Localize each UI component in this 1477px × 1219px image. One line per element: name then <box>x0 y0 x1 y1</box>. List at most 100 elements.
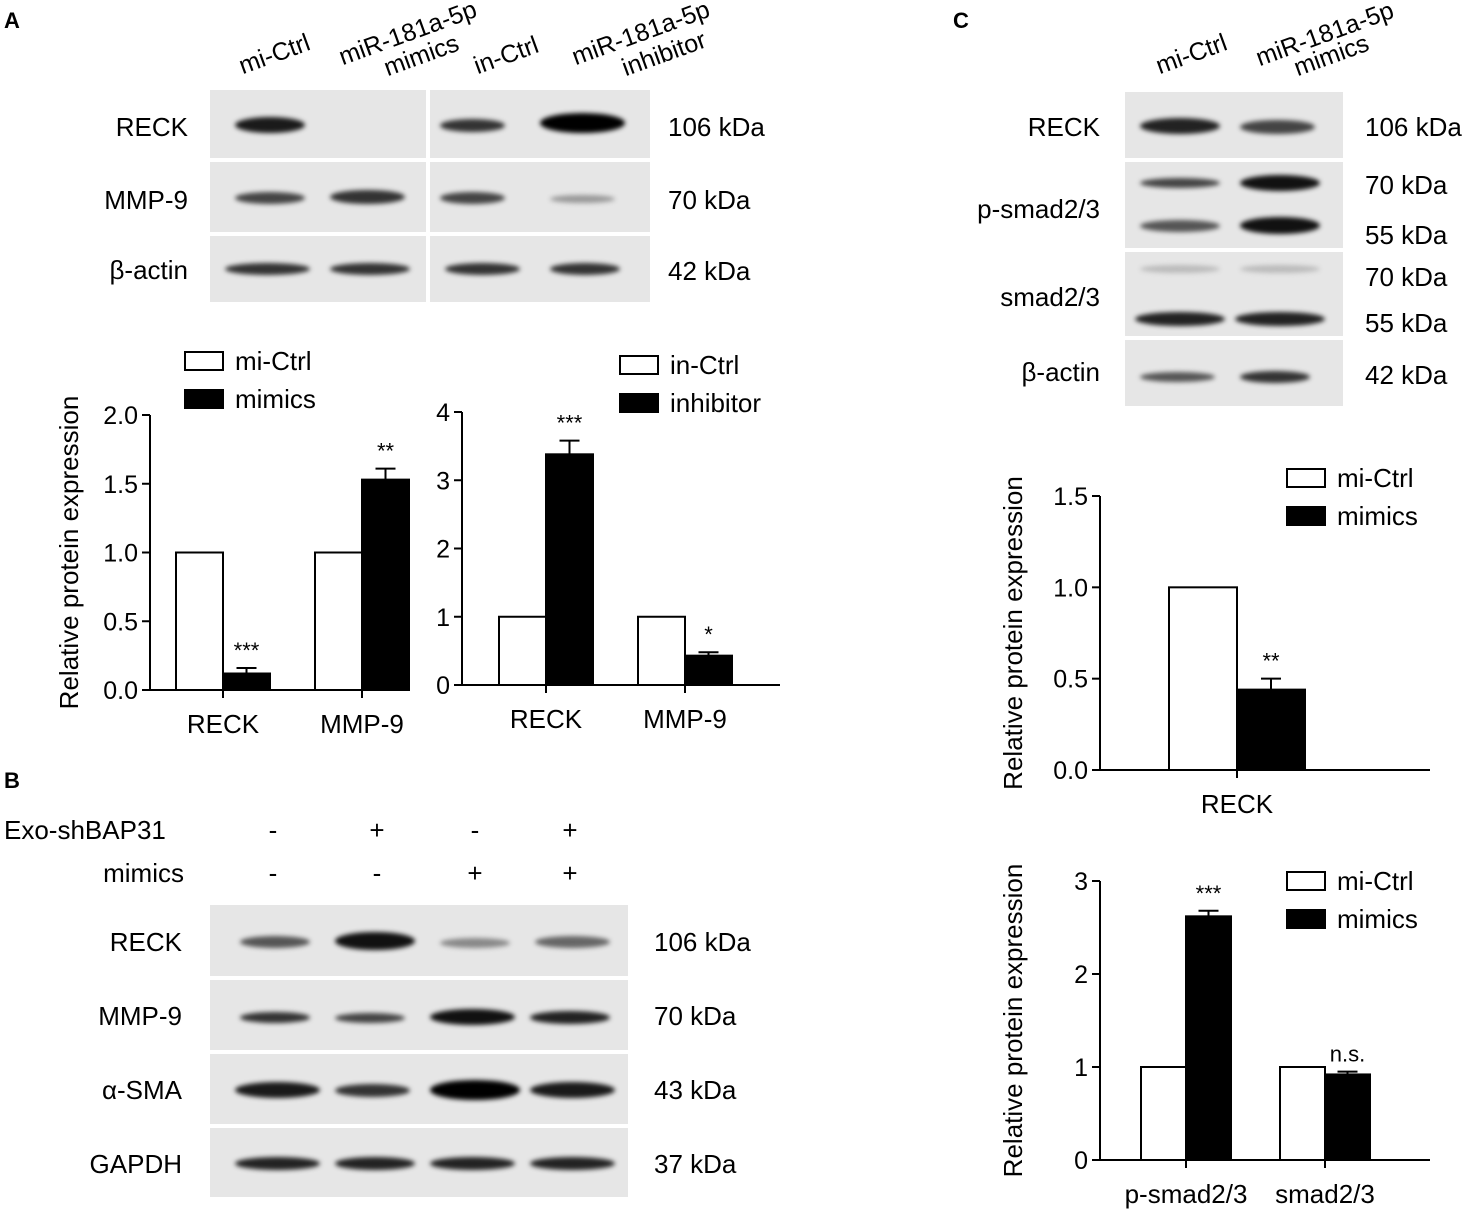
y-tick-label: 1.0 <box>103 540 138 568</box>
mw-label: 43 kDa <box>654 1075 737 1105</box>
band <box>1140 220 1220 232</box>
legend-label: mi-Ctrl <box>235 346 312 376</box>
legend-swatch <box>184 351 224 371</box>
band <box>1240 371 1310 383</box>
band <box>335 1013 405 1023</box>
legend-swatch <box>184 389 224 409</box>
panel-label-c: C <box>953 8 969 33</box>
x-tick-label: MMP-9 <box>643 704 727 734</box>
band <box>1240 120 1315 134</box>
y-axis-label: Relative protein expression <box>998 476 1028 790</box>
bar-chart-a-mimics: 0.0 0.5 1.0 1.5 2.0 Relative protein expressi… <box>54 346 410 739</box>
bar <box>222 672 271 691</box>
row-label-reck: RECK <box>109 927 182 957</box>
band <box>1240 217 1320 234</box>
band <box>1140 372 1215 382</box>
legend-label: mimics <box>235 384 316 414</box>
x-tick-label: RECK <box>187 709 260 739</box>
y-tick-label: 0.5 <box>103 608 138 636</box>
legend-label: mimics <box>1337 904 1418 934</box>
legend-label: inhibitor <box>670 388 761 418</box>
row-label-gapdh: GAPDH <box>89 1149 182 1179</box>
y-tick-label: 2.0 <box>103 402 138 430</box>
panel-label-b: B <box>4 768 20 793</box>
band <box>1235 312 1325 326</box>
y-tick-label: 0.5 <box>1053 666 1088 694</box>
condition-label-exo-shbap31: Exo-shBAP31 <box>4 815 166 845</box>
band <box>240 1012 310 1023</box>
bar <box>1324 1073 1371 1161</box>
mw-label: 106 kDa <box>654 927 751 957</box>
sign: + <box>562 815 578 845</box>
x-tick-label: RECK <box>510 704 583 734</box>
y-tick-label: 1 <box>436 604 450 632</box>
legend-label: mimics <box>1337 501 1418 531</box>
x-tick-label: smad2/3 <box>1275 1179 1375 1209</box>
mw-label: 70 kDa <box>1365 170 1448 200</box>
row-label-smad: smad2/3 <box>1000 282 1100 312</box>
significance-label: ** <box>377 439 395 464</box>
mw-label: 42 kDa <box>668 256 751 286</box>
bar <box>498 615 547 686</box>
bar <box>314 551 363 691</box>
mw-label: 70 kDa <box>654 1001 737 1031</box>
band <box>445 263 520 275</box>
legend-swatch <box>1286 909 1326 929</box>
band <box>235 1157 320 1170</box>
row-label-beta-actin: β-actin <box>109 255 188 285</box>
sign: + <box>369 815 385 845</box>
bar <box>1140 1066 1187 1161</box>
lane-label-mi-ctrl: mi-Ctrl <box>235 28 314 81</box>
bar <box>637 615 686 686</box>
row-label-alpha-sma: α-SMA <box>101 1075 182 1105</box>
legend-swatch <box>619 393 659 413</box>
band <box>430 1157 515 1170</box>
mw-label: 70 kDa <box>1365 262 1448 292</box>
significance-label: * <box>704 622 713 647</box>
y-tick-label: 1.5 <box>1053 483 1088 511</box>
significance-label: n.s. <box>1330 1042 1365 1067</box>
panel-label-a: A <box>4 8 20 33</box>
mw-label: 55 kDa <box>1365 308 1448 338</box>
band <box>550 195 615 203</box>
mw-label: 42 kDa <box>1365 360 1448 390</box>
band <box>1135 312 1225 326</box>
significance-label: *** <box>557 411 583 436</box>
row-label-p-smad: p-smad2/3 <box>977 194 1100 224</box>
band <box>235 117 305 133</box>
band <box>540 113 625 133</box>
mw-label: 37 kDa <box>654 1149 737 1179</box>
bar <box>1236 688 1306 772</box>
y-tick-label: 1.5 <box>103 471 138 499</box>
x-tick-label: p-smad2/3 <box>1125 1179 1248 1209</box>
sign: + <box>467 858 483 888</box>
band <box>1240 175 1320 191</box>
band <box>430 1080 520 1100</box>
y-tick-label: 3 <box>436 467 450 495</box>
band <box>550 263 620 275</box>
y-tick-label: 2 <box>436 536 450 564</box>
legend-swatch <box>1286 506 1326 526</box>
band <box>430 1009 515 1025</box>
legend-label: in-Ctrl <box>670 350 739 380</box>
bar <box>684 654 733 686</box>
mw-label: 106 kDa <box>1365 112 1462 142</box>
band <box>1240 265 1320 273</box>
y-tick-label: 1 <box>1074 1054 1088 1082</box>
legend-swatch <box>1286 871 1326 891</box>
bar <box>1185 915 1232 1161</box>
bar-chart-c-reck: 0.0 0.5 1.0 1.5 Relative protein expression R… <box>998 463 1430 819</box>
band <box>1140 178 1220 188</box>
band <box>440 119 505 132</box>
sign: + <box>562 858 578 888</box>
legend-label: mi-Ctrl <box>1337 866 1414 896</box>
legend-swatch <box>1286 468 1326 488</box>
band <box>530 1157 615 1170</box>
y-axis-label: Relative protein expression <box>54 396 84 710</box>
bar <box>545 453 594 686</box>
band <box>240 936 310 948</box>
y-axis-label: Relative protein expression <box>998 864 1028 1178</box>
bar <box>1168 586 1238 771</box>
band <box>1140 118 1220 134</box>
sign: - <box>268 815 278 845</box>
